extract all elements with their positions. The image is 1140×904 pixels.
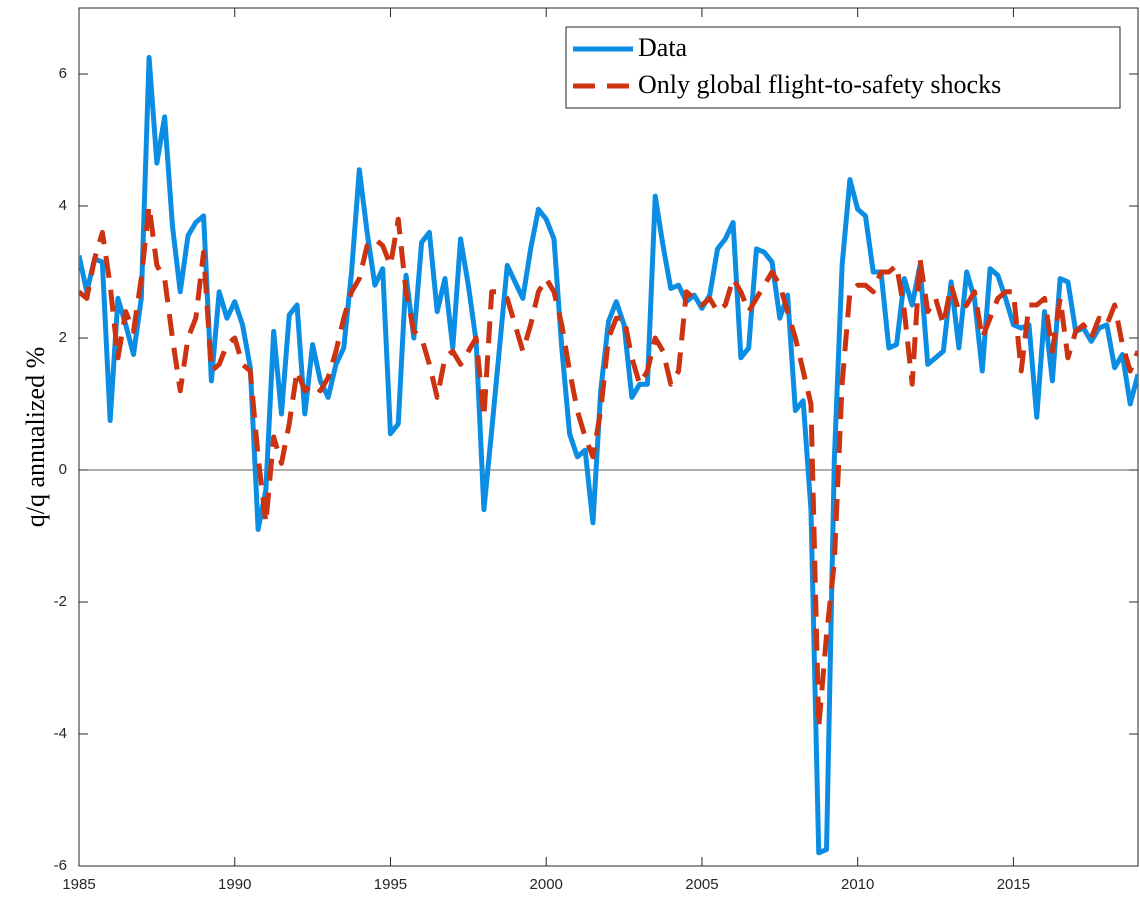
data-line (79, 203, 1138, 730)
y-tick-label: 0 (59, 461, 67, 478)
data-line (79, 55, 1138, 856)
plot-frame (78, 7, 1139, 867)
legend-label: Data (638, 33, 688, 62)
y-tick-label: -2 (54, 593, 67, 610)
x-tick-label: 1985 (62, 876, 95, 893)
y-tick-label: 4 (59, 197, 67, 214)
x-tick-label: 2005 (685, 876, 718, 893)
y-tick-label: 2 (59, 329, 67, 346)
x-tick-label: 2000 (530, 876, 563, 893)
plot-area (79, 55, 1138, 856)
y-tick-label: -4 (54, 725, 67, 742)
x-tick-label: 1990 (218, 876, 251, 893)
legend-label: Only global flight-to-safety shocks (638, 70, 1001, 99)
x-tick-label: 2015 (997, 876, 1030, 893)
y-tick-label: -6 (54, 857, 67, 874)
x-tick-label: 1995 (374, 876, 407, 893)
y-axis-label: q/q annualized % (21, 347, 50, 528)
legend-box (565, 26, 1121, 109)
x-tick-label: 2010 (841, 876, 874, 893)
y-tick-label: 6 (59, 65, 67, 82)
